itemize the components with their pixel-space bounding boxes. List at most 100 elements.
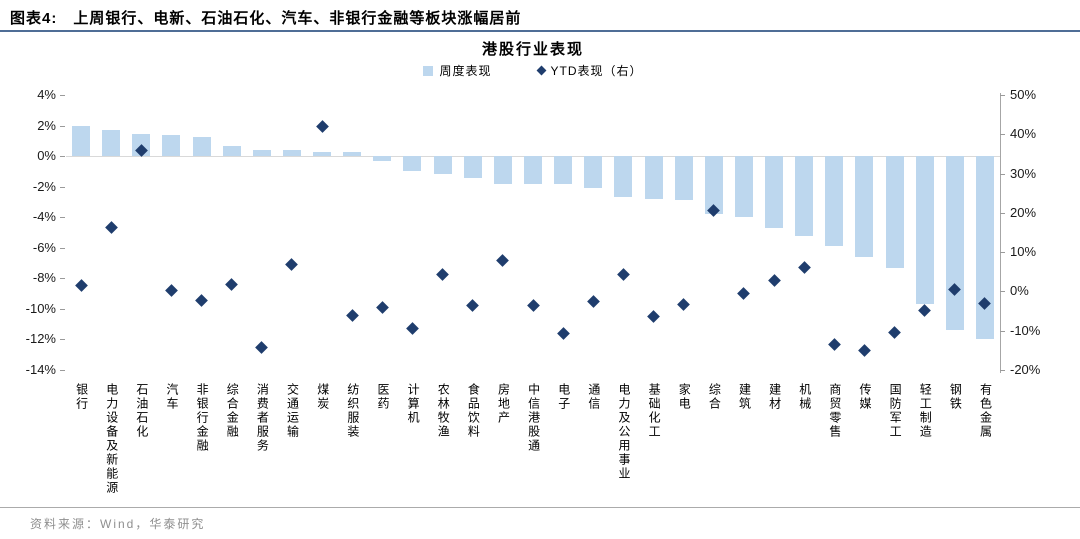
ytd-diamond [406, 322, 419, 336]
left-axis-tick-label: -4% [32, 209, 56, 225]
right-axis-tick-label: 20% [1010, 204, 1037, 220]
x-axis-label: 银行 [74, 383, 89, 411]
weekly-bar [945, 156, 964, 331]
x-axis-label: 传媒 [858, 383, 872, 411]
footer-divider [0, 507, 1080, 508]
x-axis-label: 电力及公用事业 [616, 383, 631, 481]
right-axis-tick-label: -10% [1010, 322, 1041, 338]
weekly-bar [644, 156, 663, 199]
x-axis-label: 通信 [586, 383, 601, 411]
right-axis-tick-label: 50% [1010, 87, 1037, 102]
x-axis-label: 非银行金融 [195, 383, 210, 453]
weekly-bar [313, 151, 332, 157]
ytd-diamond [677, 297, 691, 311]
ytd-diamond [858, 343, 871, 357]
left-axis-tick [60, 278, 65, 280]
ytd-diamond [104, 221, 118, 234]
bar-swatch-icon [423, 65, 434, 76]
ytd-diamond [888, 325, 901, 339]
weekly-bar [102, 130, 121, 157]
weekly-bar [614, 156, 633, 197]
weekly-bar [885, 156, 904, 268]
right-axis-tick-label: 10% [1010, 244, 1037, 260]
chart-title: 港股行业表现 [481, 41, 584, 58]
left-axis-tick-label: -12% [25, 331, 56, 347]
ytd-diamond [617, 267, 630, 281]
right-axis-tick-label: -20% [1010, 362, 1041, 377]
right-axis-tick [1000, 95, 1005, 96]
x-axis-label: 医药 [375, 383, 390, 411]
ytd-diamond [526, 298, 540, 312]
left-axis-tick [60, 308, 65, 310]
x-axis-label: 电子 [556, 383, 571, 411]
weekly-bar [403, 156, 422, 172]
left-axis-tick-label: -10% [25, 300, 56, 316]
x-axis-label: 交通运输 [285, 383, 300, 439]
ytd-diamond [255, 340, 269, 354]
x-axis-label: 建材 [767, 383, 782, 411]
chart-legend: 周度表现 YTD表现（右） [66, 62, 1000, 79]
right-axis-tick [1000, 291, 1005, 293]
x-axis-label: 机械 [797, 383, 812, 411]
left-axis-tick [60, 217, 65, 219]
ytd-diamond [225, 278, 239, 292]
source-note: 资料来源：Wind，华泰研究 [30, 517, 206, 531]
weekly-bar [765, 156, 784, 228]
left-axis-tick-label: 4% [37, 87, 56, 102]
figure-title: 上周银行、电新、石油石化、汽车、非银行金融等板块涨幅居前 [73, 10, 522, 27]
weekly-bar [554, 156, 573, 185]
left-axis-tick [60, 370, 65, 371]
weekly-bar [674, 156, 693, 200]
right-axis-tick-label: 0% [1010, 283, 1029, 299]
ytd-diamond [586, 294, 600, 308]
weekly-bar [252, 150, 271, 157]
x-axis-label: 钢铁 [948, 383, 963, 411]
ytd-diamond [647, 310, 660, 324]
right-axis-tick [1000, 252, 1005, 254]
right-axis-tick [1000, 134, 1005, 136]
figure-number: 图表4: [10, 10, 58, 27]
x-axis-label: 综合金融 [225, 383, 240, 439]
ytd-diamond [195, 294, 208, 307]
x-axis-label: 轻工制造 [918, 383, 933, 439]
ytd-diamond [556, 326, 570, 340]
weekly-bar [704, 156, 723, 215]
x-axis-label: 计算机 [406, 383, 421, 425]
weekly-bar [433, 156, 452, 175]
left-axis-tick [60, 339, 65, 341]
left-axis-tick-label: 2% [37, 117, 56, 133]
legend-label-ytd: YTD表现（右） [550, 64, 643, 78]
ytd-diamond [737, 287, 751, 300]
header-divider [0, 30, 1080, 32]
legend-item-ytd: YTD表现（右） [536, 62, 643, 79]
weekly-bar [463, 156, 482, 179]
legend-item-weekly: 周度表现 [423, 62, 491, 79]
x-axis-label: 食品饮料 [466, 383, 481, 439]
x-axis-label: 国防军工 [888, 383, 903, 439]
weekly-bar [192, 137, 211, 157]
left-axis-tick-label: -2% [32, 178, 56, 194]
right-axis-tick [1000, 330, 1005, 332]
weekly-bar [734, 156, 753, 218]
figure-header: 图表4: 上周银行、电新、石油石化、汽车、非银行金融等板块涨幅居前 [10, 7, 521, 28]
ytd-diamond [436, 268, 449, 282]
ytd-diamond [466, 299, 480, 312]
left-axis-tick-label: -14% [25, 362, 56, 377]
weekly-bar [825, 156, 844, 247]
ytd-diamond [74, 278, 88, 292]
weekly-bar [975, 156, 994, 340]
x-axis-label: 基础化工 [647, 383, 662, 439]
x-axis-label: 家电 [677, 383, 692, 411]
diamond-marker-icon [536, 65, 546, 76]
right-axis-tick-label: 40% [1010, 126, 1037, 142]
weekly-bar [493, 156, 512, 184]
weekly-bar [915, 156, 934, 305]
left-axis-tick-label: 0% [37, 148, 56, 164]
weekly-bar [222, 146, 241, 157]
weekly-bar [855, 156, 874, 257]
ytd-diamond [797, 261, 811, 275]
left-axis-tick-label: -6% [32, 239, 56, 255]
ytd-diamond [285, 257, 299, 271]
weekly-bar [584, 156, 603, 189]
